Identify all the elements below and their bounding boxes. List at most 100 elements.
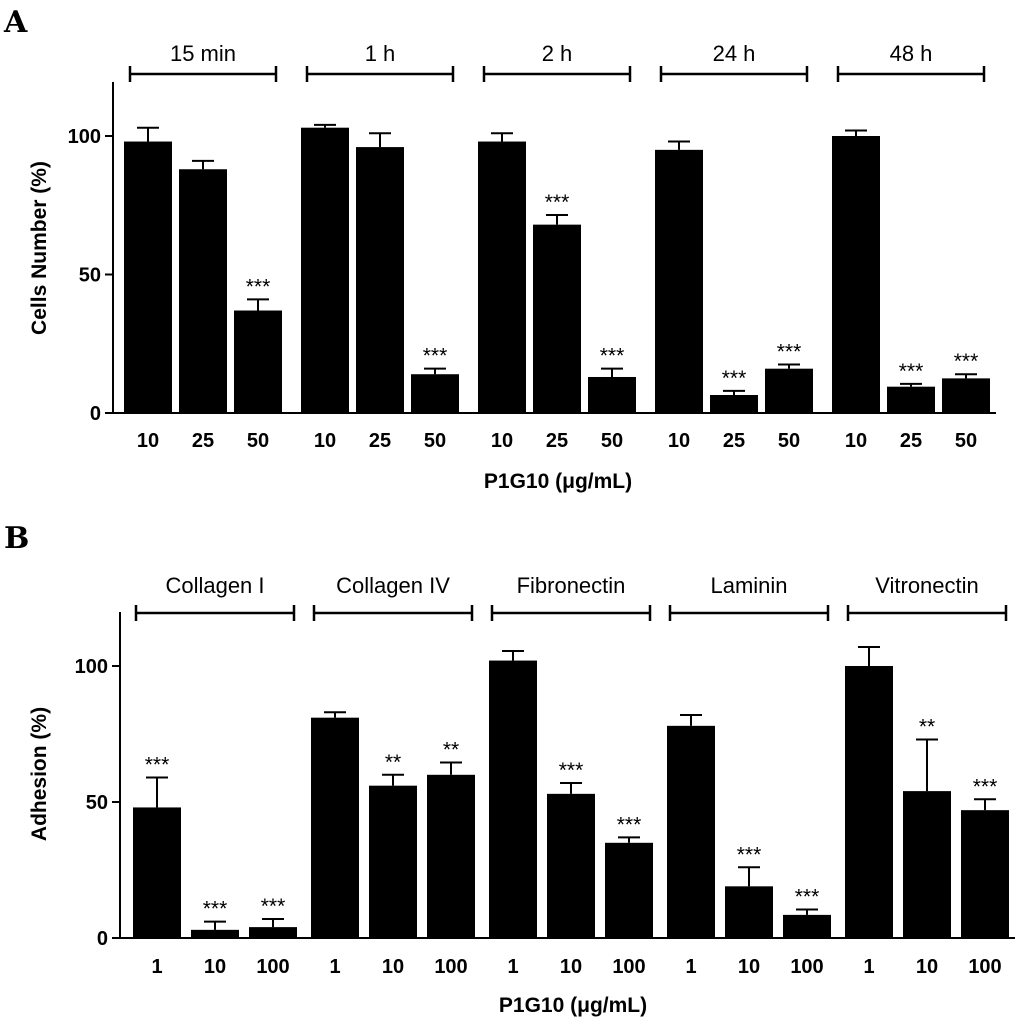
category-label-a-2-0: 10 <box>491 430 513 452</box>
panel-letter-a: A <box>3 5 28 40</box>
bar-b-0-2 <box>249 927 297 938</box>
y-tick-label-b-0: 0 <box>97 928 108 950</box>
sig-label-a-2-1: *** <box>545 191 570 214</box>
category-label-b-0-0: 1 <box>151 956 162 978</box>
y-tick-label-b-50: 50 <box>86 792 108 814</box>
sig-label-a-4-1: *** <box>899 360 924 383</box>
panel-a: A Cells Number (%) P1G10 (μg/mL) 0 50 100 1… <box>3 5 996 493</box>
bar-b-2-1 <box>547 793 595 938</box>
category-label-b-3-1: 10 <box>738 956 760 978</box>
y-axis-title-b: Adhesion (%) <box>28 707 51 841</box>
bar-b-0-0 <box>133 807 181 938</box>
group-label-a-1: 1 h <box>365 41 396 66</box>
group-label-b-2: Fibronectin <box>517 573 626 598</box>
group-label-b-3: Laminin <box>710 573 787 598</box>
sig-label-b-1-2: ** <box>443 739 459 762</box>
category-label-a-4-1: 25 <box>900 430 922 452</box>
sig-label-a-3-2: *** <box>777 341 802 364</box>
bar-a-1-0 <box>301 127 349 413</box>
category-label-b-4-0: 1 <box>863 956 874 978</box>
category-label-a-1-2: 50 <box>424 430 446 452</box>
bar-a-2-0 <box>478 141 526 414</box>
y-tick-label-a-100: 100 <box>68 126 101 148</box>
category-label-a-0-0: 10 <box>137 430 159 452</box>
bar-b-2-2 <box>605 842 653 938</box>
category-label-a-4-0: 10 <box>845 430 867 452</box>
panel-b: B Adhesion (%) P1G10 (μg/mL) 0 50 100 Colla… <box>4 521 1015 1017</box>
bar-a-3-1 <box>710 394 758 413</box>
sig-label-b-2-1: *** <box>559 759 584 782</box>
bar-b-4-2 <box>961 810 1009 938</box>
panel-letter-b: B <box>4 521 29 556</box>
bar-b-1-0 <box>311 717 359 938</box>
y-tick-label-a-0: 0 <box>90 403 101 425</box>
category-label-a-4-2: 50 <box>955 430 977 452</box>
plot-area-a: 0 50 100 15 min 10 25 *** 50 1 h 10 25 *** 50 2 h 10 **… <box>68 41 996 452</box>
category-label-a-3-0: 10 <box>668 430 690 452</box>
sig-label-b-3-2: *** <box>795 885 820 908</box>
category-label-b-3-2: 100 <box>790 956 823 978</box>
group-label-b-4: Vitronectin <box>875 573 979 598</box>
bar-a-2-2 <box>588 376 636 413</box>
bar-b-2-0 <box>489 660 537 938</box>
category-label-b-2-2: 100 <box>612 956 645 978</box>
bar-a-0-2 <box>234 310 282 413</box>
x-axis-title-b: P1G10 (μg/mL) <box>499 994 647 1017</box>
y-axis-title-a: Cells Number (%) <box>28 161 51 335</box>
sig-label-b-2-2: *** <box>617 813 642 836</box>
category-label-a-3-2: 50 <box>778 430 800 452</box>
bar-b-3-1 <box>725 886 773 938</box>
bar-b-3-2 <box>783 914 831 938</box>
group-label-b-1: Collagen IV <box>336 573 450 598</box>
bar-b-4-1 <box>903 791 951 938</box>
sig-label-a-0-2: *** <box>246 275 271 298</box>
bar-a-3-2 <box>765 368 813 413</box>
sig-label-a-3-1: *** <box>722 367 747 390</box>
category-label-b-1-2: 100 <box>434 956 467 978</box>
group-label-a-0: 15 min <box>170 41 236 66</box>
category-label-a-1-0: 10 <box>314 430 336 452</box>
bar-b-3-0 <box>667 725 715 938</box>
x-axis-title-a: P1G10 (μg/mL) <box>484 470 632 493</box>
group-label-a-3: 24 h <box>713 41 756 66</box>
category-label-a-1-1: 25 <box>369 430 391 452</box>
bar-a-1-2 <box>411 374 459 413</box>
group-label-a-4: 48 h <box>890 41 933 66</box>
sig-label-a-1-2: *** <box>423 345 448 368</box>
category-label-b-2-0: 1 <box>507 956 518 978</box>
y-tick-label-b-100: 100 <box>75 656 108 678</box>
sig-label-a-4-2: *** <box>954 350 979 373</box>
category-label-b-3-0: 1 <box>685 956 696 978</box>
bar-b-1-2 <box>427 774 475 938</box>
bar-a-0-0 <box>124 141 172 414</box>
sig-label-b-0-0: *** <box>145 754 170 777</box>
bar-a-0-1 <box>179 169 227 413</box>
bar-a-3-0 <box>655 149 703 413</box>
sig-label-b-0-1: *** <box>203 898 228 921</box>
sig-label-b-3-1: *** <box>737 843 762 866</box>
bar-a-4-1 <box>887 386 935 413</box>
bar-b-0-1 <box>191 929 239 938</box>
category-label-b-2-1: 10 <box>560 956 582 978</box>
category-label-a-0-1: 25 <box>192 430 214 452</box>
category-label-a-2-2: 50 <box>601 430 623 452</box>
category-label-a-3-1: 25 <box>723 430 745 452</box>
category-label-b-0-1: 10 <box>204 956 226 978</box>
category-label-a-2-1: 25 <box>546 430 568 452</box>
category-label-a-0-2: 50 <box>247 430 269 452</box>
category-label-b-1-1: 10 <box>382 956 404 978</box>
y-tick-label-a-50: 50 <box>79 265 101 287</box>
bar-a-1-1 <box>356 147 404 413</box>
category-label-b-4-1: 10 <box>916 956 938 978</box>
sig-label-a-2-2: *** <box>600 345 625 368</box>
category-label-b-4-2: 100 <box>968 956 1001 978</box>
bar-b-1-1 <box>369 785 417 938</box>
sig-label-b-4-2: *** <box>973 775 998 798</box>
bar-a-2-1 <box>533 224 581 413</box>
bar-b-4-0 <box>845 666 893 938</box>
sig-label-b-0-2: *** <box>261 895 286 918</box>
sig-label-b-4-1: ** <box>919 715 935 738</box>
plot-area-b: 0 50 100 Collagen I *** 1 *** 10 *** 100 Collagen … <box>75 573 1015 978</box>
sig-label-b-1-1: ** <box>385 751 401 774</box>
group-label-b-0: Collagen I <box>165 573 264 598</box>
